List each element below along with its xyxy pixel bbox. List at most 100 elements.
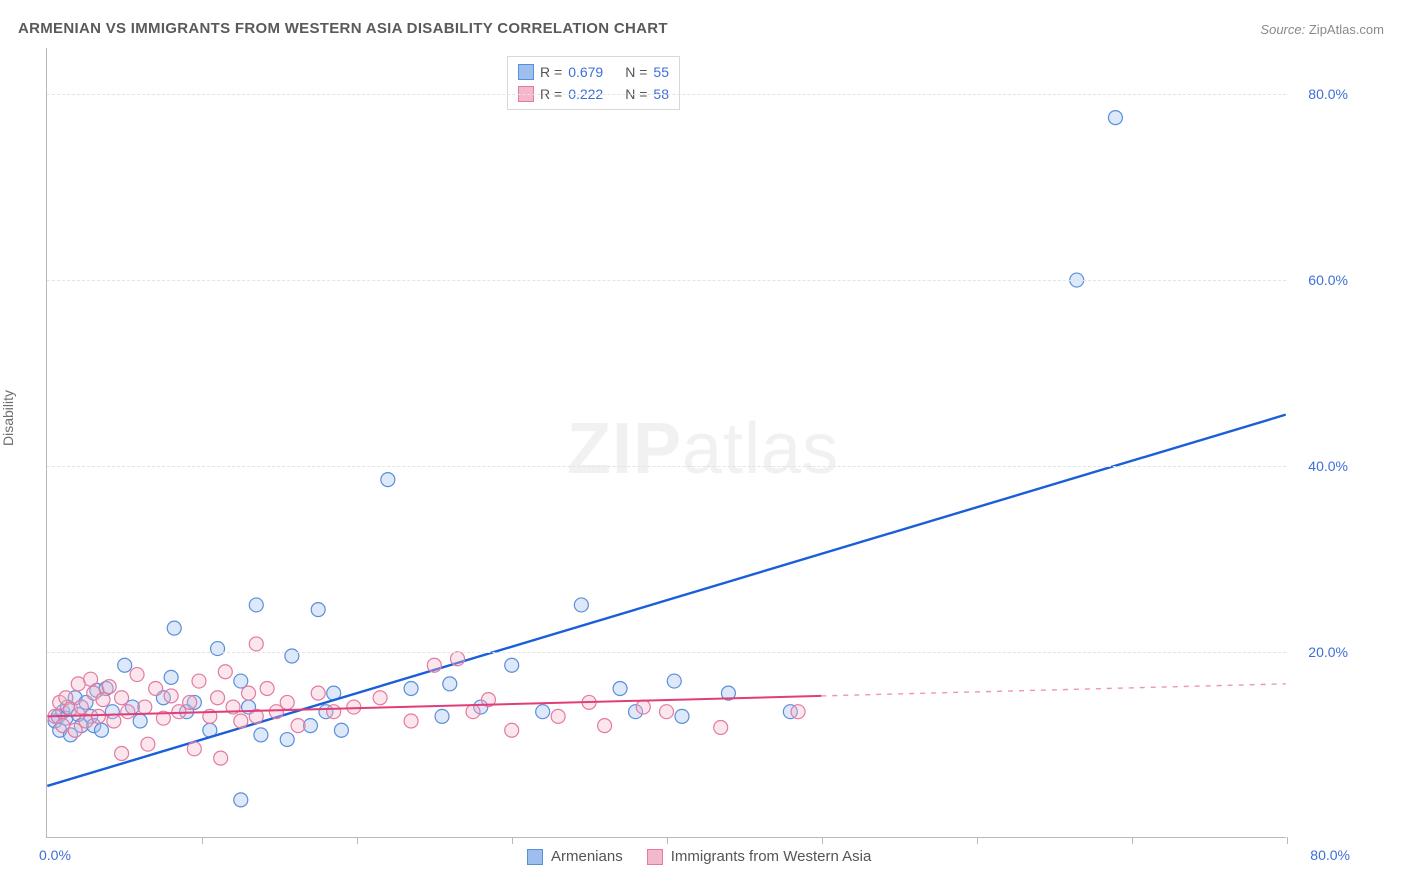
- regression-line-dashed: [821, 684, 1285, 696]
- n-label: N =: [625, 64, 647, 80]
- data-point: [211, 642, 225, 656]
- data-point: [102, 680, 116, 694]
- data-point: [141, 737, 155, 751]
- data-point: [280, 695, 294, 709]
- data-point: [636, 700, 650, 714]
- data-point: [714, 720, 728, 734]
- source-value: ZipAtlas.com: [1309, 22, 1384, 37]
- data-point: [675, 709, 689, 723]
- source-attribution: Source: ZipAtlas.com: [1260, 22, 1384, 37]
- gridline: [47, 94, 1286, 95]
- data-point: [84, 672, 98, 686]
- x-tick: [512, 837, 513, 844]
- data-point: [466, 705, 480, 719]
- data-point: [536, 705, 550, 719]
- data-point: [347, 700, 361, 714]
- legend-swatch: [518, 64, 534, 80]
- data-point: [115, 746, 129, 760]
- data-point: [130, 668, 144, 682]
- x-tick: [1132, 837, 1133, 844]
- data-point: [404, 714, 418, 728]
- x-tick: [822, 837, 823, 844]
- legend-item: Armenians: [527, 848, 623, 865]
- plot-area: ZIPatlas R =0.679N =55R =0.222N =58 0.0%…: [46, 48, 1286, 838]
- data-point: [107, 714, 121, 728]
- x-tick: [357, 837, 358, 844]
- data-point: [164, 689, 178, 703]
- data-point: [280, 733, 294, 747]
- y-tick-label: 80.0%: [1308, 86, 1348, 102]
- data-point: [118, 658, 132, 672]
- x-tick: [202, 837, 203, 844]
- gridline: [47, 652, 1286, 653]
- r-label: R =: [540, 64, 562, 80]
- data-point: [574, 598, 588, 612]
- legend-item: Immigrants from Western Asia: [647, 848, 872, 865]
- data-point: [138, 700, 152, 714]
- legend-label: Immigrants from Western Asia: [671, 848, 872, 865]
- data-point: [183, 695, 197, 709]
- y-tick-label: 60.0%: [1308, 272, 1348, 288]
- data-point: [373, 691, 387, 705]
- gridline: [47, 466, 1286, 467]
- y-tick-label: 40.0%: [1308, 458, 1348, 474]
- data-point: [443, 677, 457, 691]
- stats-legend: R =0.679N =55R =0.222N =58: [507, 56, 680, 110]
- data-point: [334, 723, 348, 737]
- data-point: [94, 723, 108, 737]
- series-legend: Armenians Immigrants from Western Asia: [527, 848, 871, 865]
- legend-label: Armenians: [551, 848, 623, 865]
- data-point: [260, 681, 274, 695]
- x-axis-start-label: 0.0%: [39, 847, 71, 863]
- data-point: [242, 686, 256, 700]
- data-point: [234, 793, 248, 807]
- x-tick: [1287, 837, 1288, 844]
- data-point: [1108, 111, 1122, 125]
- chart-svg: [47, 48, 1286, 837]
- y-tick-label: 20.0%: [1308, 644, 1348, 660]
- y-axis-label: Disability: [0, 390, 16, 446]
- data-point: [427, 658, 441, 672]
- data-point: [254, 728, 268, 742]
- data-point: [167, 621, 181, 635]
- data-point: [187, 742, 201, 756]
- data-point: [96, 693, 110, 707]
- data-point: [551, 709, 565, 723]
- data-point: [791, 705, 805, 719]
- data-point: [451, 652, 465, 666]
- data-point: [133, 714, 147, 728]
- data-point: [667, 674, 681, 688]
- data-point: [234, 714, 248, 728]
- data-point: [91, 709, 105, 723]
- stats-row: R = 0.679 N = 55: [518, 61, 669, 83]
- data-point: [249, 598, 263, 612]
- data-point: [505, 723, 519, 737]
- data-point: [660, 705, 674, 719]
- data-point: [505, 658, 519, 672]
- data-point: [164, 670, 178, 684]
- data-point: [234, 674, 248, 688]
- legend-swatch: [647, 849, 663, 865]
- data-point: [311, 603, 325, 617]
- data-point: [291, 719, 305, 733]
- data-point: [381, 473, 395, 487]
- regression-line: [47, 415, 1285, 786]
- data-point: [311, 686, 325, 700]
- data-point: [214, 751, 228, 765]
- r-value: 0.679: [568, 64, 603, 80]
- x-axis-end-label: 80.0%: [1310, 847, 1350, 863]
- data-point: [149, 681, 163, 695]
- chart-title: ARMENIAN VS IMMIGRANTS FROM WESTERN ASIA…: [18, 20, 668, 37]
- data-point: [327, 705, 341, 719]
- legend-swatch: [527, 849, 543, 865]
- data-point: [218, 665, 232, 679]
- source-label: Source:: [1260, 22, 1305, 37]
- data-point: [74, 700, 88, 714]
- data-point: [115, 691, 129, 705]
- n-value: 55: [653, 64, 669, 80]
- gridline: [47, 280, 1286, 281]
- data-point: [192, 674, 206, 688]
- data-point: [285, 649, 299, 663]
- data-point: [598, 719, 612, 733]
- data-point: [404, 681, 418, 695]
